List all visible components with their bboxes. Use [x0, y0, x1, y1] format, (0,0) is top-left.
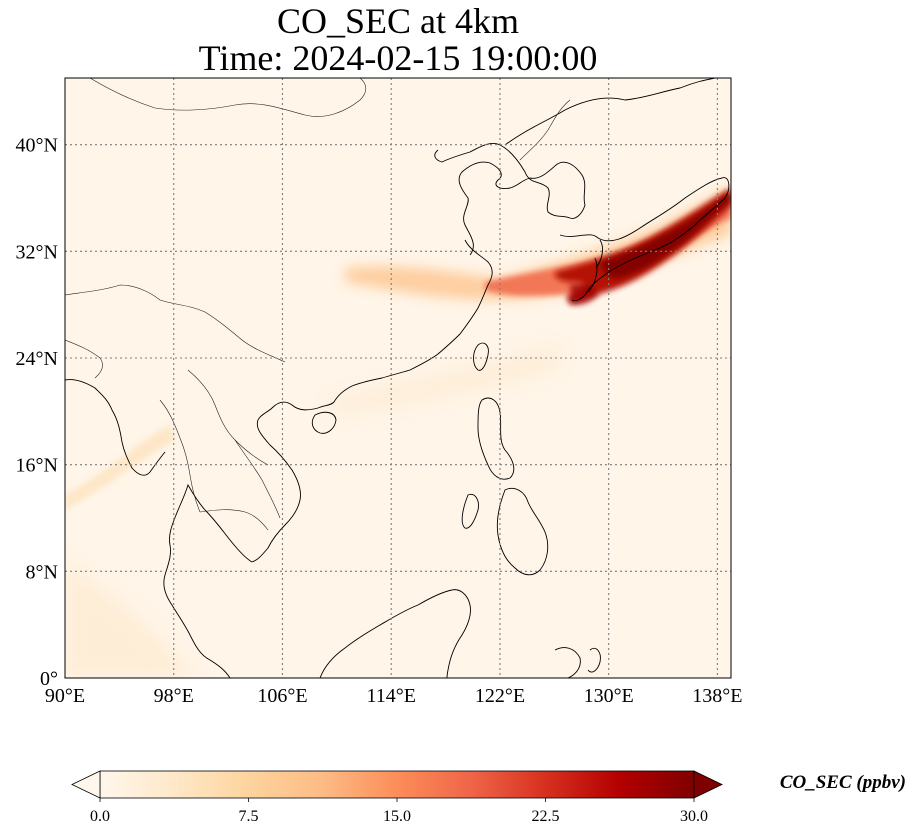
- lat-tick-label: 0°: [40, 668, 58, 690]
- latitude-labels: 0° 8°N 16°N 24°N 32°N 40°N: [16, 135, 58, 690]
- concentration-field: [65, 185, 731, 678]
- coast-hainan: [311, 411, 337, 434]
- border-laos-vietnam: [234, 439, 281, 519]
- map-title-line1: CO_SEC at 4km: [277, 1, 519, 41]
- lon-tick-label: 114°E: [366, 685, 415, 707]
- longitude-labels: 90°E 98°E 106°E 114°E 122°E 130°E 138°E: [45, 685, 743, 707]
- lon-tick-label: 98°E: [154, 685, 194, 707]
- lat-tick-label: 24°N: [16, 348, 58, 370]
- coast-taiwan: [473, 342, 489, 371]
- lon-tick-label: 122°E: [475, 685, 525, 707]
- coast-japan: [559, 177, 730, 302]
- coast-myanmar: [65, 379, 166, 476]
- colorbar-extend-min: [71, 770, 101, 799]
- colorbar-tick-label: 30.0: [680, 808, 708, 825]
- coast-sulawesi: [554, 647, 581, 678]
- country-borders: [65, 78, 571, 531]
- lat-tick-label: 40°N: [16, 135, 58, 157]
- lon-tick-label: 130°E: [584, 685, 634, 707]
- plume-peak: [600, 192, 731, 279]
- colorbar-tick-label: 22.5: [532, 808, 560, 825]
- border-china-north: [65, 284, 286, 363]
- colorbar-extend-max: [693, 770, 723, 799]
- coast-manchuria: [504, 78, 716, 146]
- map-background: [65, 78, 731, 678]
- colorbar-ticks: 0.0 7.5 15.0 22.5 30.0: [90, 798, 708, 825]
- lat-tick-label: 32°N: [16, 241, 58, 263]
- lon-tick-label: 90°E: [45, 685, 85, 707]
- colorbar-gradient: [99, 770, 695, 799]
- plume-haze-bottomleft: [65, 560, 200, 678]
- lat-tick-label: 8°N: [26, 561, 58, 583]
- colorbar-label: CO_SEC (ppbv): [780, 772, 906, 793]
- coast-halmahera: [587, 647, 601, 673]
- coast-borneo: [319, 589, 471, 678]
- border-mongolia: [89, 78, 367, 117]
- coastlines: [65, 78, 730, 678]
- gridlines: [65, 78, 731, 678]
- border-indochina-1: [187, 369, 269, 466]
- coast-japan-south: [587, 239, 603, 293]
- plume-haze-ocean: [330, 345, 560, 415]
- coast-luzon: [477, 397, 515, 480]
- coast-indochina: [163, 483, 253, 678]
- coast-palawan: [461, 493, 479, 529]
- border-indochina-2: [159, 399, 201, 513]
- coast-visayas-mindanao: [496, 487, 549, 576]
- border-russia: [519, 99, 571, 161]
- border-cambodia: [199, 509, 269, 531]
- map-panel: 90°E 98°E 106°E 114°E 122°E 130°E 138°E 0° 8°N 1…: [16, 77, 743, 707]
- lat-tick-label: 16°N: [16, 455, 58, 477]
- coast-china-east: [251, 239, 493, 563]
- plume-mid: [485, 195, 731, 296]
- colorbar-tick-label: 7.5: [239, 808, 259, 825]
- lon-tick-label: 106°E: [257, 685, 307, 707]
- lon-tick-label: 138°E: [692, 685, 742, 707]
- colorbar: 0.0 7.5 15.0 22.5 30.0 CO_SEC (ppbv): [71, 770, 906, 825]
- map-frame: [64, 77, 732, 679]
- plume-haze-south: [65, 425, 175, 510]
- colorbar-tick-label: 0.0: [90, 808, 110, 825]
- map-title-line2: Time: 2024-02-15 19:00:00: [199, 38, 598, 78]
- colorbar-tick-label: 15.0: [383, 808, 411, 825]
